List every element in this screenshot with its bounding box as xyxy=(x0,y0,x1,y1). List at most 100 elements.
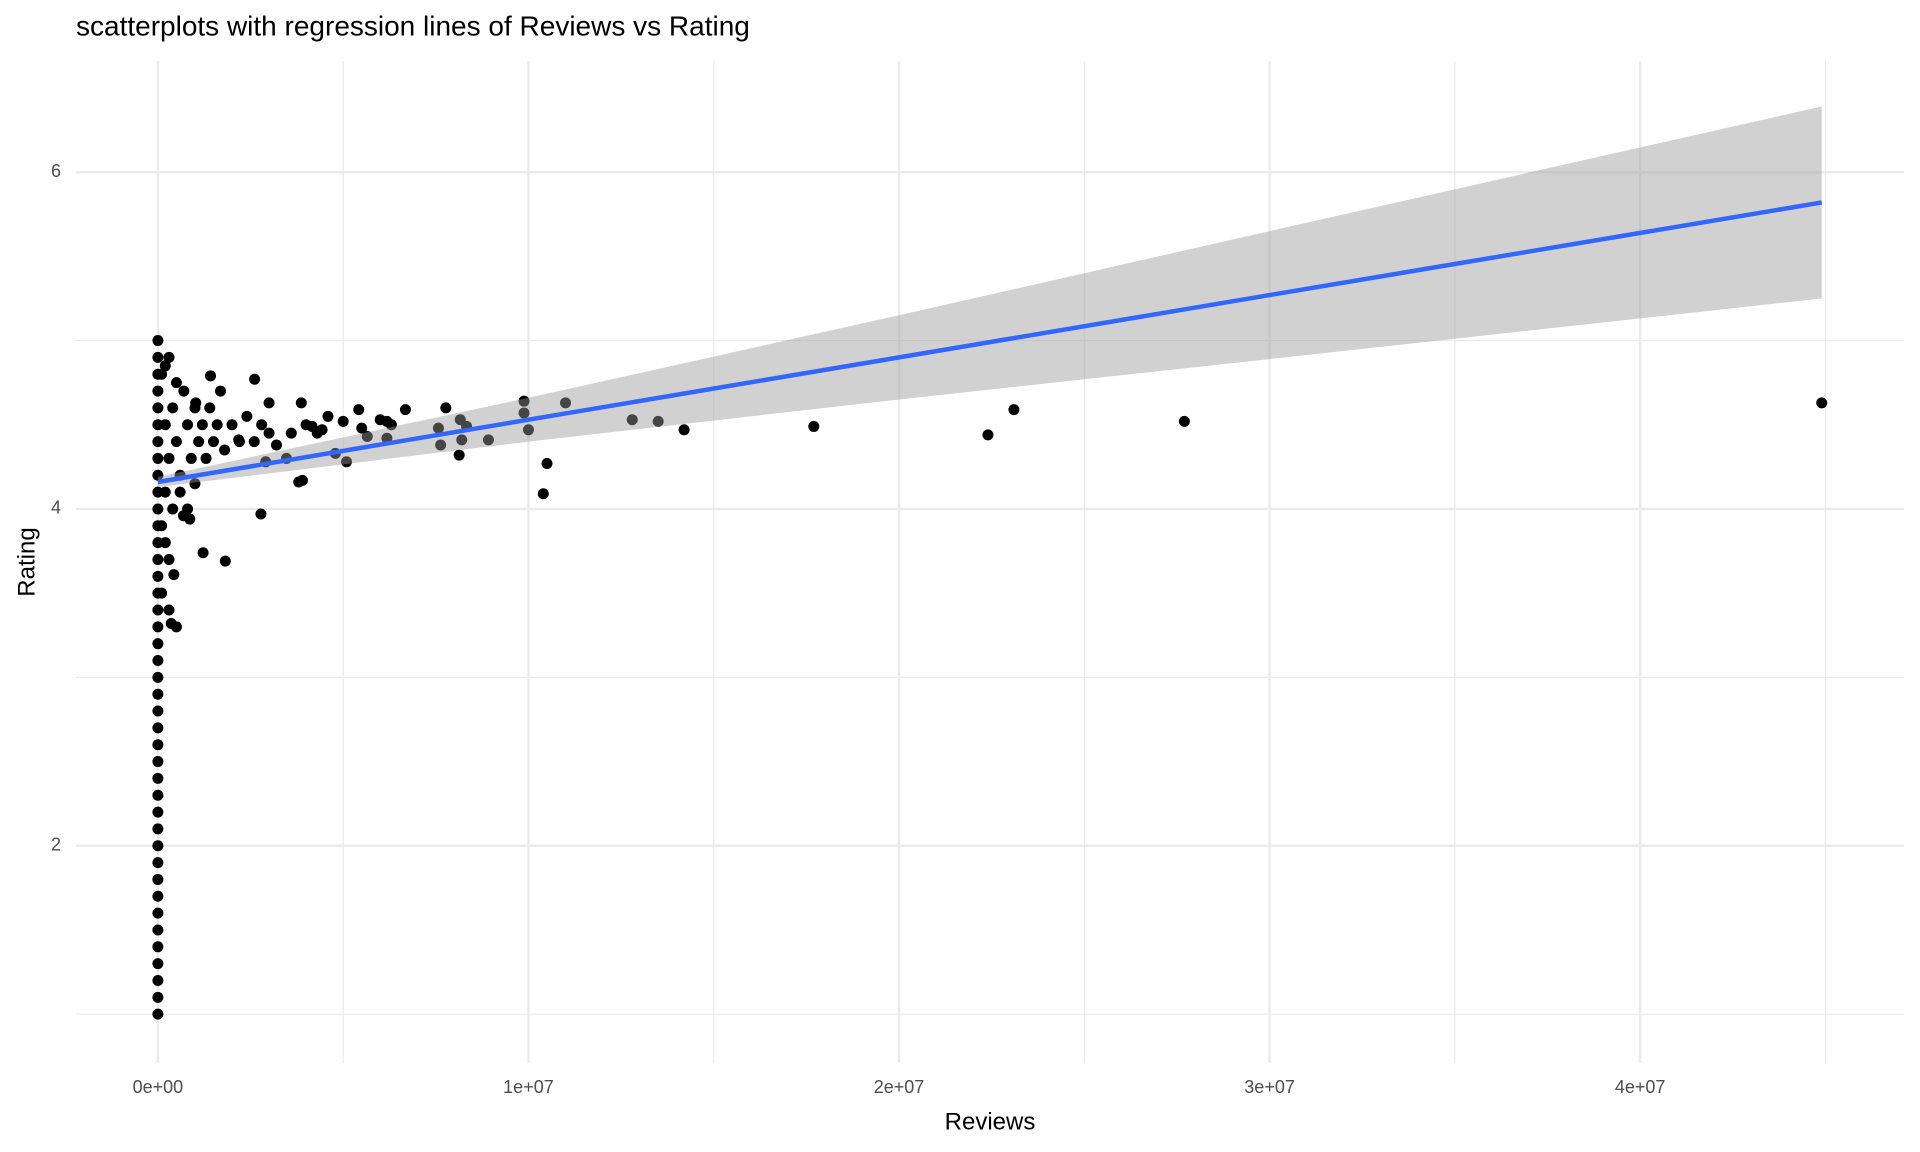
point xyxy=(285,427,297,439)
point xyxy=(152,1008,164,1020)
point xyxy=(163,452,175,464)
point xyxy=(152,537,164,549)
point xyxy=(152,638,164,650)
point xyxy=(170,621,182,633)
point xyxy=(152,873,164,885)
point xyxy=(185,452,197,464)
point xyxy=(152,958,164,970)
regression-line xyxy=(157,200,1823,485)
point xyxy=(152,688,164,700)
point xyxy=(152,604,164,616)
point xyxy=(1178,415,1190,427)
point xyxy=(456,434,468,446)
point xyxy=(170,436,182,448)
point xyxy=(152,385,164,397)
point xyxy=(626,414,638,426)
point xyxy=(152,553,164,565)
point xyxy=(219,555,231,567)
point xyxy=(215,385,227,397)
point xyxy=(353,404,365,416)
x-tick-label: 1e+07 xyxy=(503,1077,554,1097)
point xyxy=(152,772,164,784)
point xyxy=(197,547,209,559)
point xyxy=(541,457,553,469)
point xyxy=(189,402,201,414)
point xyxy=(293,476,305,488)
point xyxy=(435,439,447,451)
point xyxy=(341,456,353,468)
point xyxy=(152,419,164,431)
point xyxy=(361,431,373,443)
x-tick-label: 0e+00 xyxy=(133,1077,184,1097)
point xyxy=(205,370,217,382)
confidence-band xyxy=(157,106,1822,488)
point xyxy=(453,449,465,461)
point xyxy=(152,436,164,448)
point xyxy=(152,840,164,852)
point xyxy=(168,569,180,581)
point xyxy=(152,452,164,464)
point xyxy=(152,469,164,481)
point xyxy=(152,351,164,363)
point xyxy=(152,722,164,734)
point xyxy=(152,335,164,347)
point xyxy=(167,402,179,414)
point xyxy=(385,419,397,431)
point xyxy=(255,508,267,520)
point xyxy=(163,553,175,565)
point xyxy=(170,377,182,389)
point xyxy=(204,402,216,414)
point xyxy=(249,373,261,385)
point xyxy=(454,414,466,426)
y-axis-title: Rating xyxy=(13,527,40,596)
point xyxy=(200,452,212,464)
point xyxy=(152,486,164,498)
point xyxy=(560,397,572,409)
y-tick-label: 2 xyxy=(51,835,61,855)
point xyxy=(399,404,411,416)
point xyxy=(982,429,994,441)
x-tick-label: 2e+07 xyxy=(874,1077,925,1097)
point xyxy=(652,415,664,427)
point xyxy=(152,671,164,683)
point xyxy=(678,424,690,436)
point xyxy=(152,587,164,599)
point xyxy=(152,806,164,818)
point xyxy=(241,410,253,422)
point xyxy=(440,402,452,414)
point xyxy=(263,397,275,409)
point xyxy=(152,991,164,1003)
point xyxy=(167,503,179,515)
point xyxy=(152,789,164,801)
point xyxy=(178,385,190,397)
point xyxy=(152,368,164,380)
point xyxy=(152,503,164,515)
point xyxy=(482,434,494,446)
point xyxy=(337,415,349,427)
point xyxy=(152,907,164,919)
point xyxy=(1816,397,1828,409)
point xyxy=(152,621,164,633)
x-tick-label: 3e+07 xyxy=(1244,1077,1295,1097)
point xyxy=(152,705,164,717)
point xyxy=(248,436,260,448)
point xyxy=(189,478,201,490)
point xyxy=(233,436,245,448)
point xyxy=(152,756,164,768)
point xyxy=(226,419,238,431)
point xyxy=(159,360,171,372)
point xyxy=(518,395,530,407)
point xyxy=(518,407,530,419)
point xyxy=(207,436,219,448)
point xyxy=(537,488,549,500)
y-tick-label: 6 xyxy=(51,161,61,181)
point xyxy=(1008,404,1020,416)
point xyxy=(322,410,334,422)
point xyxy=(184,513,196,525)
point xyxy=(182,419,194,431)
point xyxy=(163,604,175,616)
point xyxy=(219,444,231,456)
point xyxy=(311,427,323,439)
